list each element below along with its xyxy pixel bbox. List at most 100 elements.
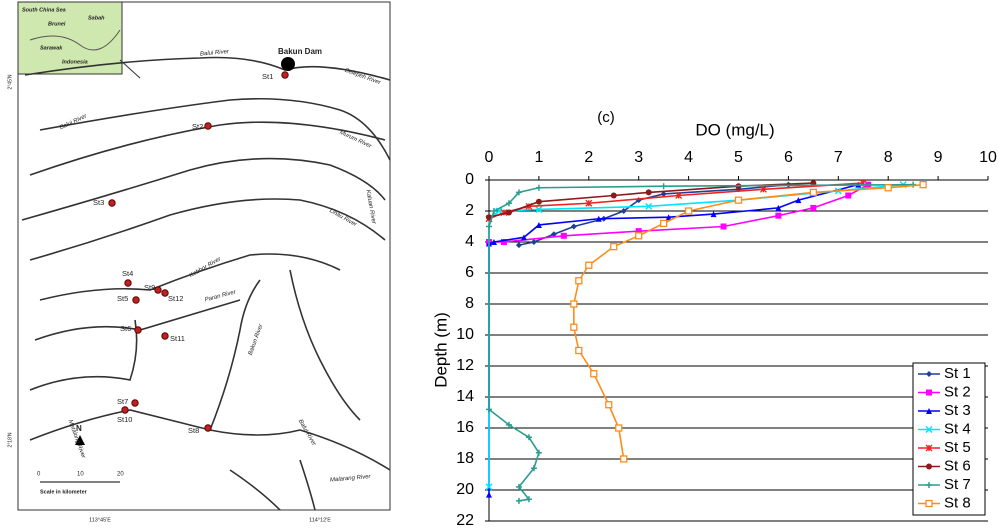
point [490,239,497,245]
point [620,455,628,463]
river [21,157,386,221]
x-tick-label: 0 [485,149,494,166]
station-marker [108,199,116,207]
point [590,370,598,378]
x-tick-label: 10 [979,149,997,166]
chart: (c)DO (mg/L)Depth (m)0246810121416182022… [431,109,997,529]
lat-label: 2°45'N [7,74,13,89]
point [535,198,542,205]
legend-marker [926,371,932,377]
point [635,228,642,235]
legend-box [912,362,986,516]
dam-marker [281,57,295,71]
station-marker [131,399,139,407]
point [505,421,512,428]
legend-marker [925,444,933,452]
river [229,469,281,511]
lat-label: 2°18'N [7,432,13,447]
legend-label: St 4 [944,420,971,437]
river [209,279,261,431]
north-label: N [76,424,82,433]
lon-label: 114°12'E [309,517,331,523]
point [570,300,578,308]
x-tick-label: 2 [584,149,593,166]
panel-label: (c) [597,109,615,126]
point [525,434,532,441]
point [550,231,557,238]
point [675,192,683,199]
river [29,198,386,261]
point [660,219,668,228]
scale-tick: 10 [77,472,84,478]
station-label: St11 [170,334,185,343]
scale-tick: 20 [117,472,124,478]
point [720,223,727,230]
point [665,214,672,221]
station-label: St12 [168,294,183,303]
scale-label: Scale in kilometer [40,489,88,495]
point [585,199,593,207]
legend-label: St 6 [944,457,971,474]
point [505,209,512,216]
point [485,483,493,491]
point [486,491,492,498]
y-axis-label: Depth (m) [431,312,450,388]
series-line [573,183,924,460]
point [610,242,618,251]
river [29,121,386,176]
point [884,184,892,192]
point [535,184,542,191]
point [645,202,653,210]
station-marker [132,296,140,304]
point [710,211,717,218]
point [684,207,693,215]
station-marker [161,289,169,297]
point [575,346,583,355]
point [560,232,567,239]
point [775,204,782,211]
point [734,196,743,204]
legend-label: St 5 [944,439,971,456]
legend-marker [926,408,932,414]
x-tick-label: 9 [934,149,943,166]
river [39,97,391,161]
station-label: St6 [120,324,131,333]
y-tick-label: 4 [465,233,474,250]
series-line [488,183,904,487]
point [515,189,522,196]
lon-label: 113°45'E [89,517,111,523]
series-line [488,183,859,495]
river-label: Malarang River [330,474,372,484]
inset-label: South China Sea [22,7,66,13]
station-marker [161,332,169,340]
inset-border [29,29,121,51]
series-line [488,183,914,502]
station-label: St9 [144,283,155,292]
point [486,223,492,230]
point [795,197,802,204]
river [39,253,341,301]
point [490,208,497,214]
inset-label: Indonesia [62,59,88,65]
point [570,223,577,230]
x-tick-label: 8 [884,149,893,166]
river [289,269,361,421]
station-label: St1 [262,72,273,81]
point [610,192,617,199]
y-tick-label: 18 [456,450,474,467]
x-tick-label: 1 [534,149,543,166]
point [530,239,537,245]
point [535,221,542,228]
point [809,188,817,197]
point [515,483,522,490]
point [635,232,643,240]
x-tick-label: 3 [634,149,643,166]
station-marker [204,122,212,130]
legend-marker [925,499,933,508]
point [605,401,613,409]
legend-label: St 1 [944,365,971,382]
north-arrow [75,435,85,445]
station-label: St3 [93,198,104,207]
legend-marker [926,389,932,396]
station-label: St10 [117,415,132,424]
